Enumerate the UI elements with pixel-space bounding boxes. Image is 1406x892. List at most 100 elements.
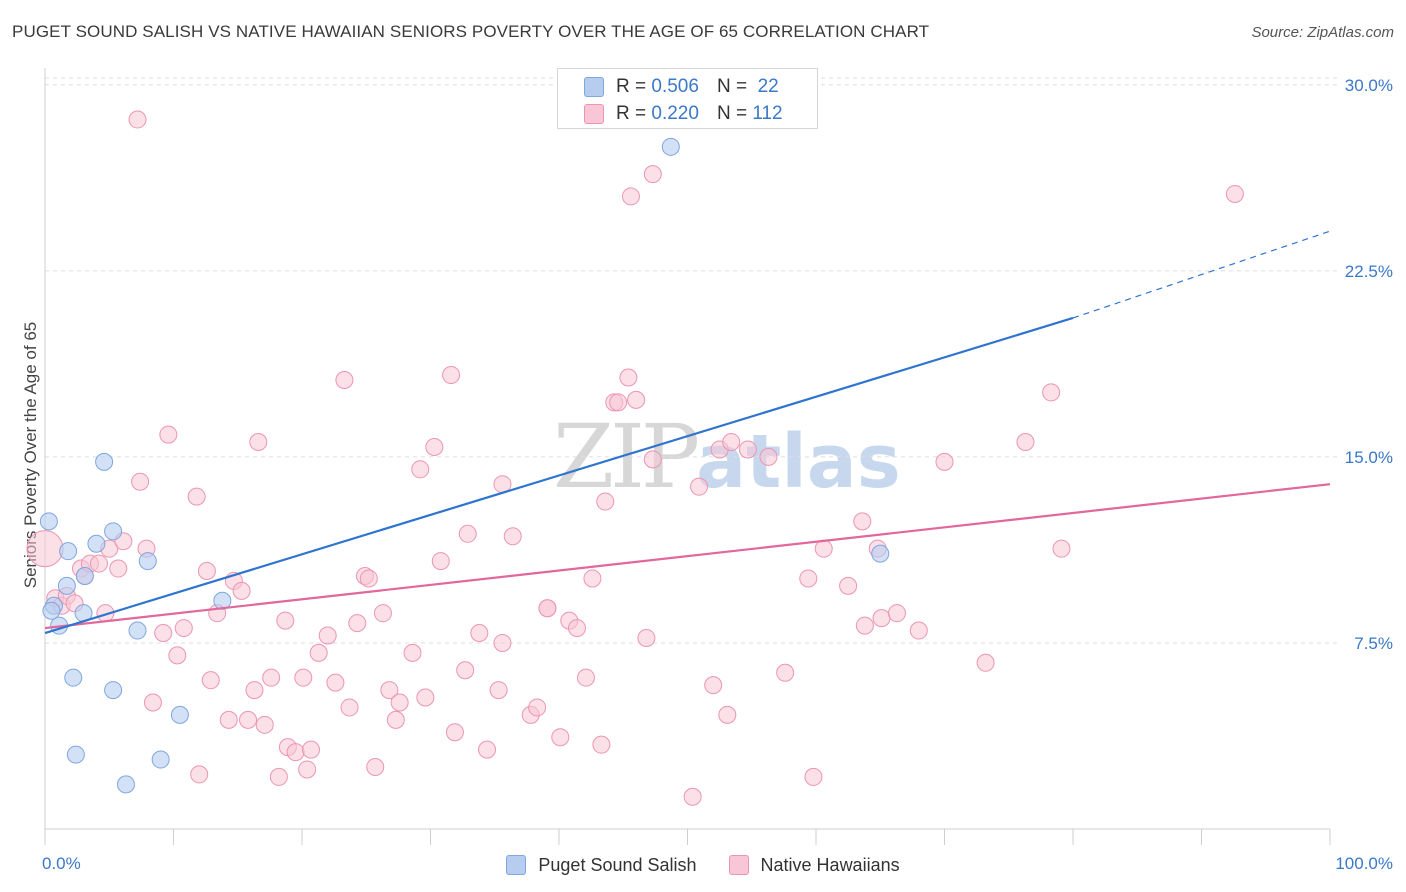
puget-sound-salish-trendline-extension (1072, 230, 1331, 319)
legend-label: Native Hawaiians (760, 854, 900, 875)
native-hawaiians-point (245, 681, 264, 700)
native-hawaiians-point (814, 539, 833, 558)
native-hawaiians-point (1042, 383, 1061, 402)
native-hawaiians-point (759, 447, 778, 466)
native-hawaiians-point (442, 366, 461, 385)
y-tick-label: 7.5% (1354, 634, 1393, 653)
native-hawaiians-point (294, 668, 313, 687)
legend-r-label: R = (616, 76, 647, 97)
watermark-zip: ZIP (553, 405, 700, 508)
native-hawaiians-point (239, 710, 258, 729)
native-hawaiians-point (976, 653, 995, 672)
y-tick-label: 30.0% (1345, 76, 1393, 95)
native-hawaiians-point (255, 715, 274, 734)
native-hawaiians-point (576, 668, 595, 687)
native-hawaiians-point (1052, 539, 1071, 558)
native-hawaiians-point (403, 643, 422, 662)
legend-r-value: 0.506 (651, 76, 699, 97)
puget-sound-salish-point (95, 452, 114, 471)
native-hawaiians-point (197, 562, 216, 581)
native-hawaiians-point (583, 569, 602, 588)
puget-sound-salish-point (661, 137, 680, 156)
legend-row-puget: R = 0.506 N = 22 (584, 75, 779, 99)
native-hawaiians-point (109, 559, 128, 578)
x-tick-label: 100.0% (1335, 854, 1393, 873)
puget-sound-salish-point (64, 668, 83, 687)
legend-swatch-blue (506, 855, 527, 875)
native-hawaiians-point (309, 643, 328, 662)
legend-swatch-pink (728, 855, 749, 875)
native-hawaiians-point (704, 676, 723, 695)
puget-sound-salish-point (128, 621, 147, 640)
native-hawaiians-point (718, 705, 737, 724)
native-hawaiians-point (567, 619, 586, 638)
legend-item-puget-sound-salish: Puget Sound Salish (506, 855, 697, 876)
native-hawaiians-point (326, 673, 345, 692)
native-hawaiians-point (286, 743, 305, 762)
native-hawaiians-point (683, 787, 702, 806)
native-hawaiians-point (174, 619, 193, 638)
native-hawaiians-point (128, 110, 147, 129)
chart-title: PUGET SOUND SALISH VS NATIVE HAWAIIAN SE… (12, 22, 930, 41)
legend-row-hawaiian: R = 0.220 N = 112 (584, 102, 783, 126)
native-hawaiians-point (386, 710, 405, 729)
puget-sound-salish-point (39, 512, 58, 531)
puget-sound-salish-point (170, 705, 189, 724)
native-hawaiians-point (690, 477, 709, 496)
native-hawaiians-point (1016, 433, 1035, 452)
native-hawaiians-point (26, 530, 64, 568)
native-hawaiians-point (298, 760, 317, 779)
legend-n-label: N = (716, 103, 748, 124)
native-hawaiians-point (380, 681, 399, 700)
native-hawaiians-point (804, 767, 823, 786)
native-hawaiians-point (538, 599, 557, 618)
native-hawaiians-point (909, 621, 928, 640)
puget-sound-salish-trendline (44, 316, 1074, 635)
legend-item-native-hawaiians: Native Hawaiians (728, 854, 900, 876)
native-hawaiians-point (425, 437, 444, 456)
puget-sound-salish-point (59, 542, 78, 561)
native-hawaiians-point (637, 628, 656, 647)
native-hawaiians-point (722, 433, 741, 452)
native-hawaiians-point (839, 576, 858, 595)
native-hawaiians-point (799, 569, 818, 588)
native-hawaiians-point (262, 668, 281, 687)
native-hawaiians-point (458, 524, 477, 543)
native-hawaiians-point (348, 614, 367, 633)
native-hawaiians-point (232, 581, 251, 600)
native-hawaiians-point (528, 698, 547, 717)
correlation-legend: R = 0.506 N = 22 R = 0.220 N = 112 (557, 68, 818, 129)
legend-n-value: 112 (752, 103, 783, 124)
native-hawaiians-point (190, 765, 209, 784)
y-tick-label: 15.0% (1345, 448, 1393, 467)
native-hawaiians-point (853, 512, 872, 531)
native-hawaiians-point (621, 187, 640, 206)
puget-sound-salish-point (42, 601, 61, 620)
puget-sound-salish-point (87, 534, 106, 553)
native-hawaiians-point (431, 552, 450, 571)
native-hawaiians-point (1225, 184, 1244, 203)
native-hawaiians-point (935, 452, 954, 471)
source-label: Source: ZipAtlas.com (1251, 24, 1394, 41)
puget-sound-salish-point (66, 745, 85, 764)
native-hawaiians-point (219, 710, 238, 729)
native-hawaiians-point (359, 569, 378, 588)
legend-n-label: N = (716, 76, 748, 97)
puget-sound-salish-point (104, 522, 123, 541)
native-hawaiians-point (416, 688, 435, 707)
native-hawaiians-point (627, 390, 646, 409)
native-hawaiians-point (249, 433, 268, 452)
native-hawaiians-point (470, 624, 489, 643)
native-hawaiians-point (143, 693, 162, 712)
native-hawaiians-point (643, 450, 662, 469)
x-tick-label: 0.0% (42, 854, 81, 873)
native-hawaiians-point (269, 767, 288, 786)
y-tick-label: 22.5% (1345, 262, 1393, 281)
native-hawaiians-point (335, 371, 354, 390)
native-hawaiians-point (276, 611, 295, 630)
native-hawaiians-point (456, 661, 475, 680)
native-hawaiians-point (89, 554, 108, 573)
native-hawaiians-point (131, 472, 150, 491)
native-hawaiians-point (503, 527, 522, 546)
native-hawaiians-point (159, 425, 178, 444)
